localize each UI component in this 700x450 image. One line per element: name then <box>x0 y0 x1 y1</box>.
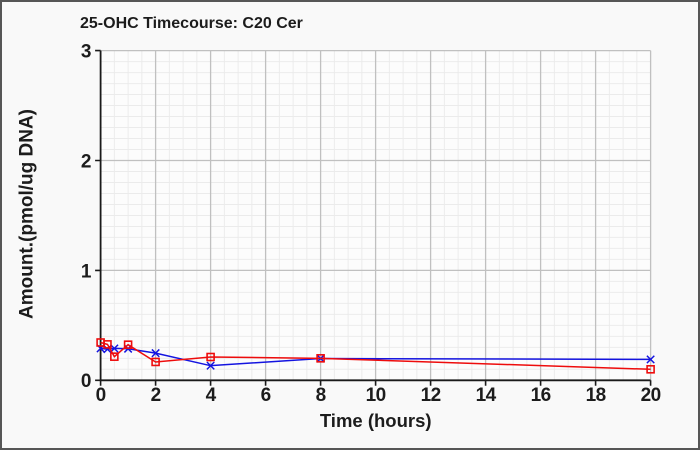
svg-text:20: 20 <box>641 385 661 406</box>
svg-text:4: 4 <box>206 385 217 406</box>
svg-text:Amount.(pmol/ug DNA): Amount.(pmol/ug DNA) <box>17 109 38 319</box>
svg-text:10: 10 <box>366 385 386 406</box>
svg-text:2: 2 <box>81 151 92 172</box>
svg-text:2: 2 <box>151 385 161 406</box>
svg-text:18: 18 <box>586 385 606 406</box>
svg-text:1: 1 <box>81 261 92 282</box>
svg-text:0: 0 <box>96 385 106 406</box>
svg-text:12: 12 <box>421 385 441 406</box>
svg-text:8: 8 <box>316 385 326 406</box>
svg-text:0: 0 <box>81 371 92 392</box>
svg-text:14: 14 <box>476 385 497 406</box>
svg-text:16: 16 <box>531 385 551 406</box>
svg-text:Time (hours): Time (hours) <box>320 410 432 431</box>
svg-text:25-OHC Timecourse: C20 Cer: 25-OHC Timecourse: C20 Cer <box>80 15 303 32</box>
svg-text:3: 3 <box>81 42 92 63</box>
svg-text:6: 6 <box>261 385 271 406</box>
